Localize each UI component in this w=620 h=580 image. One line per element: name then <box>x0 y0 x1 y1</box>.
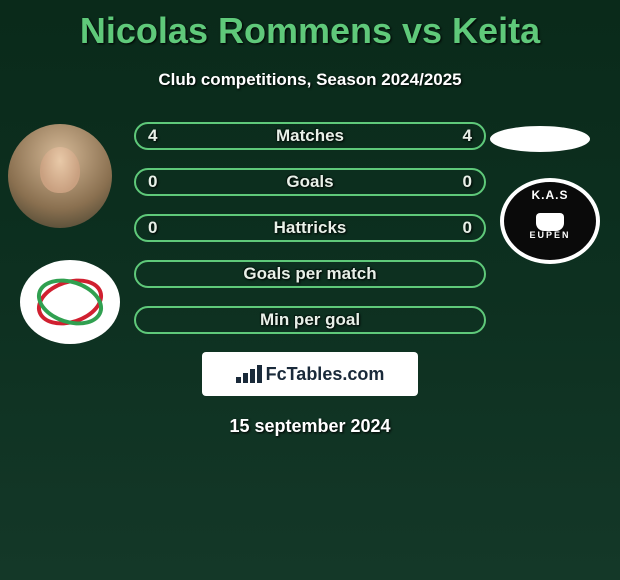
stat-label: Goals per match <box>243 264 376 284</box>
stat-label: Hattricks <box>274 218 347 238</box>
branding-badge: FcTables.com <box>202 352 418 396</box>
stat-row-min-per-goal: Min per goal <box>134 306 486 334</box>
chart-icon <box>236 365 262 383</box>
stat-left-value: 4 <box>148 126 157 146</box>
stat-left-value: 0 <box>148 172 157 192</box>
stat-right-value: 4 <box>463 126 472 146</box>
comparison-date: 15 september 2024 <box>0 416 620 437</box>
stat-row-goals-per-match: Goals per match <box>134 260 486 288</box>
stat-label: Goals <box>286 172 333 192</box>
stats-container: 4 Matches 4 0 Goals 0 0 Hattricks 0 Goal… <box>0 122 620 334</box>
stat-right-value: 0 <box>463 172 472 192</box>
stat-row-goals: 0 Goals 0 <box>134 168 486 196</box>
stat-row-hattricks: 0 Hattricks 0 <box>134 214 486 242</box>
comparison-subtitle: Club competitions, Season 2024/2025 <box>0 70 620 90</box>
stat-left-value: 0 <box>148 218 157 238</box>
stat-label: Min per goal <box>260 310 360 330</box>
comparison-title: Nicolas Rommens vs Keita <box>0 0 620 52</box>
stat-label: Matches <box>276 126 344 146</box>
stat-right-value: 0 <box>463 218 472 238</box>
branding-text: FcTables.com <box>266 364 385 385</box>
stat-row-matches: 4 Matches 4 <box>134 122 486 150</box>
